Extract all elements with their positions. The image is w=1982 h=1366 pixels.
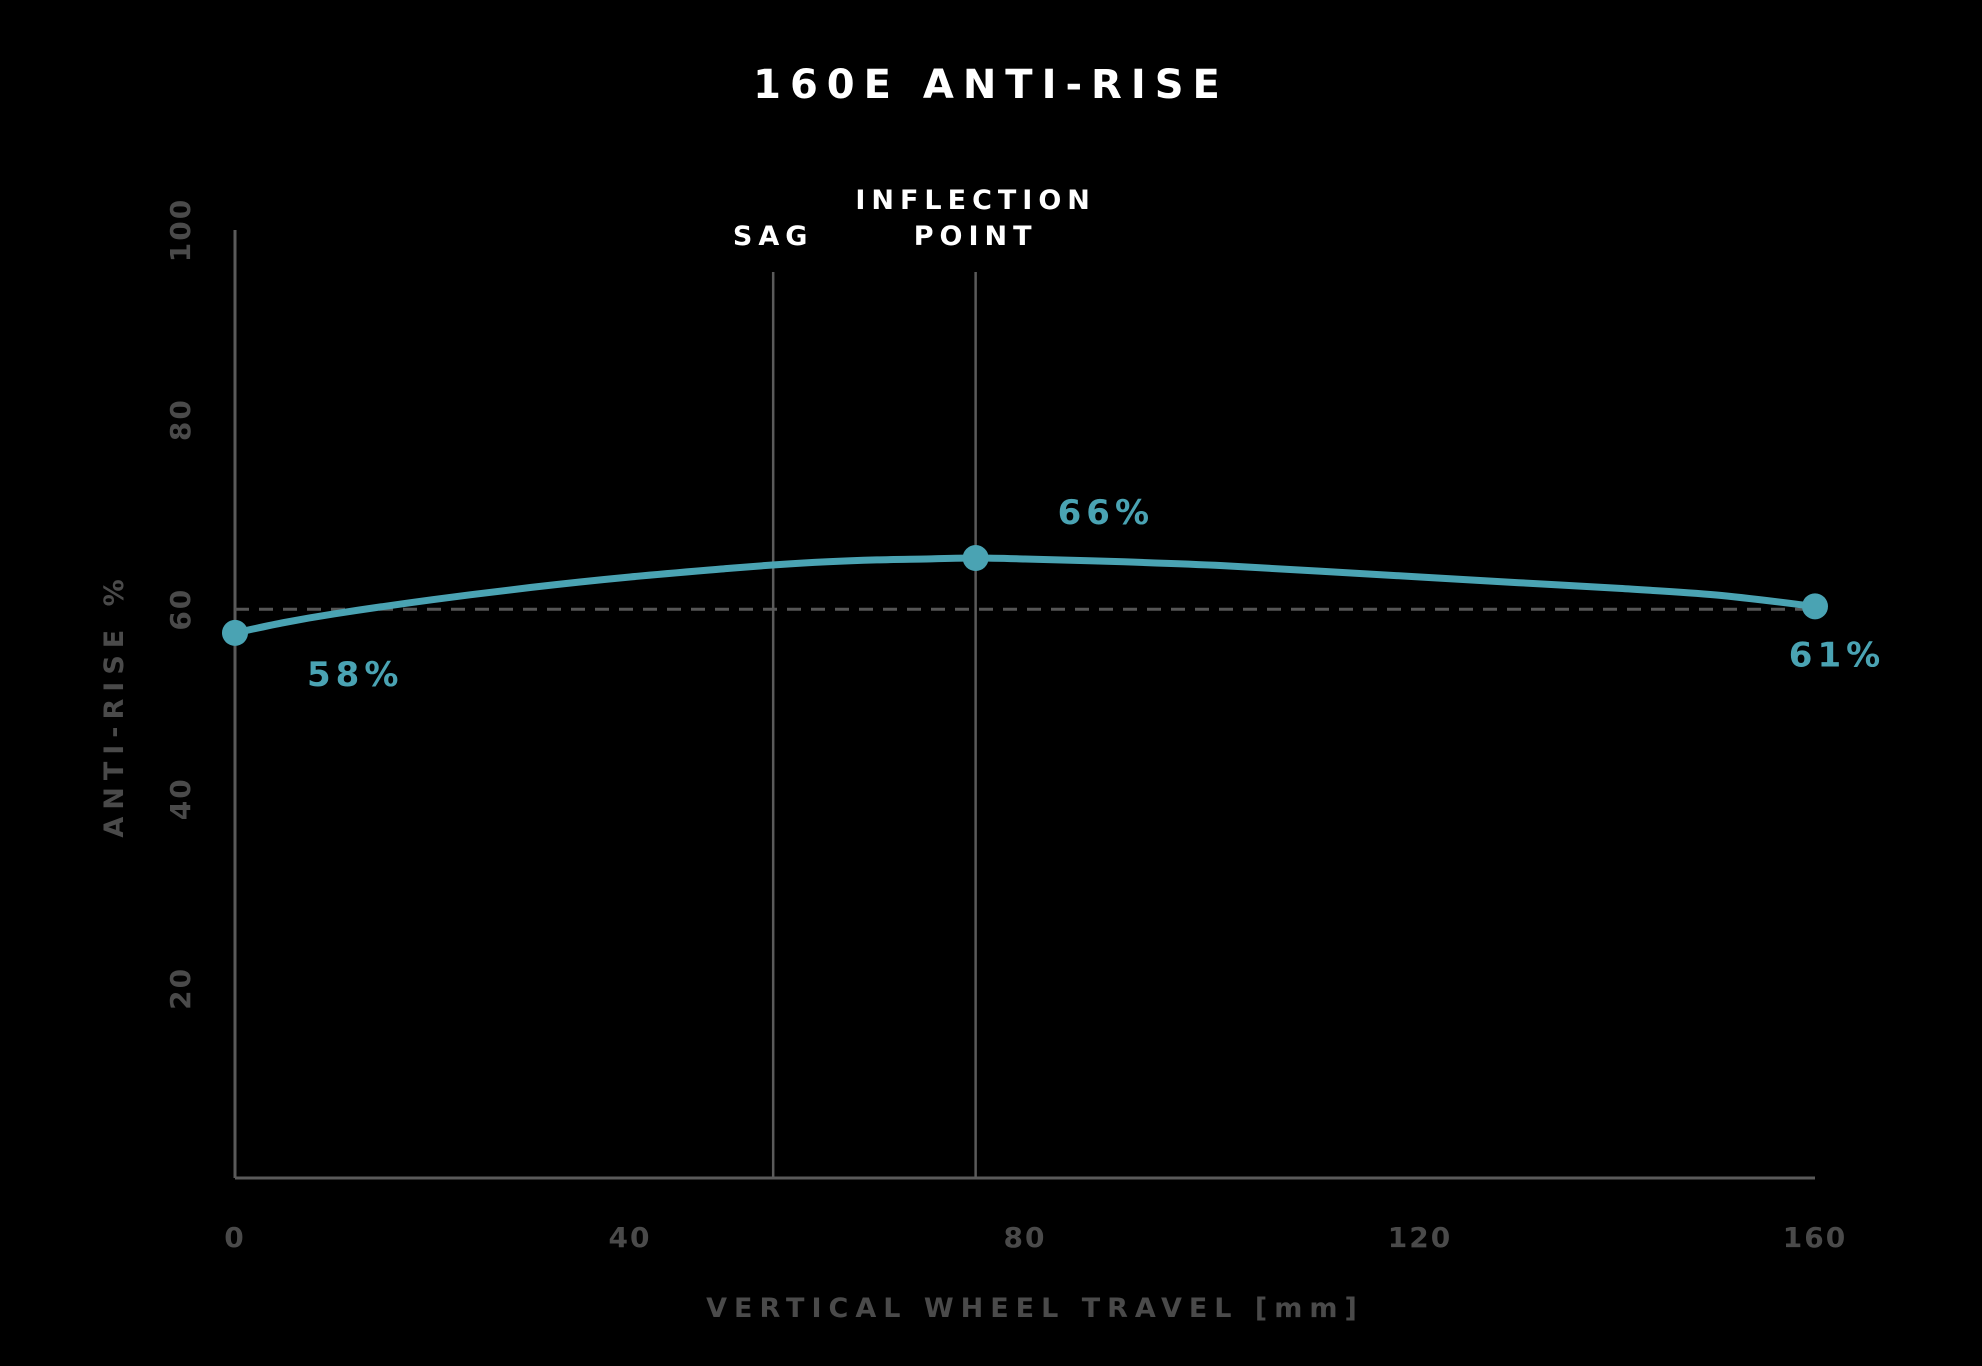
x-tick-label: 0: [224, 1221, 245, 1254]
vertical-marker-label: SAG: [733, 221, 814, 252]
y-tick-label: 60: [164, 588, 197, 631]
data-label: 61%: [1789, 635, 1885, 675]
data-label: 66%: [1058, 493, 1154, 533]
vertical-marker-label: INFLECTION: [855, 185, 1096, 216]
data-point: [962, 545, 989, 572]
x-tick-label: 40: [609, 1221, 652, 1254]
plot-area: SAG INFLECTION POINT 0 40 80 120 160 20 40 60 80 100…: [164, 185, 1885, 1254]
x-axis-label: VERTICAL WHEEL TRAVEL [mm]: [706, 1293, 1364, 1324]
chart-title: 160E ANTI-RISE: [753, 62, 1229, 108]
anti-rise-series-line: [231, 554, 1819, 637]
data-point: [1802, 593, 1828, 620]
x-tick-label: 160: [1783, 1221, 1847, 1254]
y-tick-label: 80: [164, 398, 197, 441]
y-tick-label: 40: [164, 777, 197, 820]
y-axis-label: ANTI-RISE %: [99, 572, 130, 837]
data-point: [222, 619, 248, 646]
vertical-marker-label: POINT: [914, 221, 1038, 252]
data-label: 58%: [307, 655, 403, 695]
y-tick-label: 100: [164, 198, 197, 262]
y-tick-label: 20: [164, 967, 197, 1010]
x-tick-label: 120: [1388, 1221, 1452, 1254]
x-tick-label: 80: [1004, 1221, 1047, 1254]
